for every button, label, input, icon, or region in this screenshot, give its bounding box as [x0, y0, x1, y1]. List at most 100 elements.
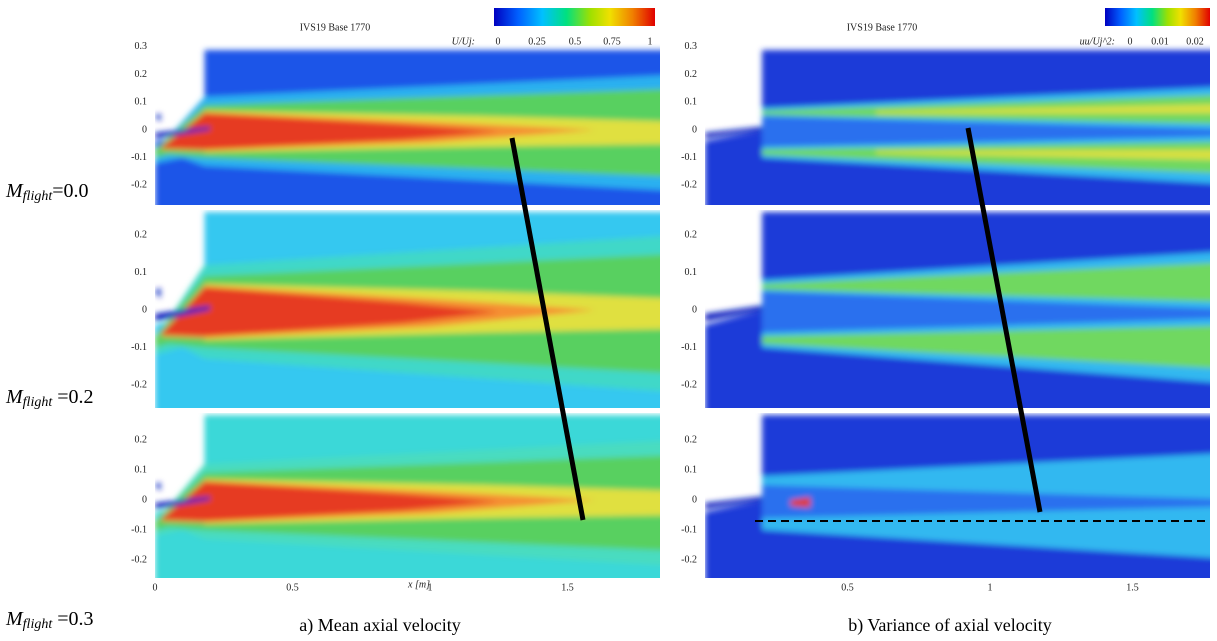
y-tick-label: 0.1 — [685, 267, 698, 278]
y-tick-label: -0.2 — [681, 180, 697, 191]
contour-region — [155, 482, 161, 491]
contour-panel — [155, 212, 660, 408]
y-tick-label: -0.1 — [681, 524, 697, 535]
y-tick-label: 0 — [142, 124, 147, 135]
colorbar-tick: 0 — [1128, 36, 1133, 47]
colorbar-tick: 1 — [648, 36, 653, 47]
y-tick-label: -0.2 — [681, 554, 697, 565]
y-tick-label: 0.3 — [135, 41, 148, 52]
colorbar-tick: 0.75 — [603, 36, 621, 47]
contour-region — [762, 453, 1210, 499]
x-tick-label: 1 — [988, 582, 993, 593]
y-tick-label: 0.3 — [685, 41, 698, 52]
field — [155, 415, 660, 578]
y-tick-label: 0 — [692, 124, 697, 135]
row-label-subscript: flight — [23, 189, 54, 204]
y-tick-label: 0.2 — [135, 69, 148, 80]
x-tick-label: 0.5 — [286, 582, 299, 593]
y-tick-label: 0 — [142, 494, 147, 505]
y-tick-label: 0.1 — [135, 97, 148, 108]
x-tick-label: 1 — [428, 582, 433, 593]
contour-region — [705, 305, 762, 322]
contour-region — [705, 500, 762, 578]
row-label: Mflight=0.0 — [5, 180, 89, 205]
contour-panel — [705, 212, 1210, 408]
row-label-value: =0.3 — [52, 608, 93, 630]
contour-panel — [705, 415, 1210, 578]
y-tick-label: 0 — [692, 304, 697, 315]
contour-region — [762, 506, 1210, 558]
contour-region — [762, 325, 1210, 369]
y-tick-label: 0.1 — [135, 464, 148, 475]
contour-region — [160, 482, 499, 521]
panels — [155, 50, 1210, 578]
colorbar-tick: 0.25 — [528, 36, 546, 47]
x-tick-label: 0.5 — [841, 582, 854, 593]
contour-region — [160, 113, 499, 150]
x-tick-label: 1.5 — [561, 582, 574, 593]
y-tick-label: -0.2 — [131, 554, 147, 565]
colorbar-label: uu/Uj^2: — [1080, 36, 1115, 47]
trend-line — [509, 137, 586, 521]
contour-panel — [155, 415, 660, 578]
row-label-subscript: flight — [23, 395, 54, 410]
contour-region — [155, 287, 161, 299]
panel-title: IVS19 Base 1770 — [300, 22, 371, 33]
field — [705, 415, 1210, 578]
y-tick-label: 0.2 — [685, 69, 698, 80]
contour-region — [876, 149, 1210, 160]
caption: b) Variance of axial velocity — [848, 615, 1052, 636]
x-tick-label: 0 — [153, 582, 158, 593]
field — [705, 212, 1210, 408]
contour-region — [762, 262, 1210, 302]
colorbar-tick: 0.5 — [569, 36, 582, 47]
contour-region — [762, 141, 1210, 173]
y-tick-label: -0.1 — [131, 342, 147, 353]
y-tick-label: 0.1 — [685, 97, 698, 108]
x-axis-label: x [m] — [407, 579, 430, 590]
contour-region — [160, 287, 499, 337]
contour-panel — [705, 50, 1210, 205]
row-label-subscript: flight — [23, 617, 54, 632]
contour-region — [705, 310, 762, 408]
y-tick-label: -0.2 — [681, 379, 697, 390]
contour-region — [155, 496, 210, 509]
colorbar-label: U/Uj: — [452, 36, 475, 47]
y-tick-label: 0.2 — [135, 229, 148, 240]
y-tick-label: 0.2 — [685, 229, 698, 240]
y-tick-label: -0.2 — [131, 180, 147, 191]
field — [705, 50, 1210, 205]
row-label-value: =0.0 — [52, 180, 88, 202]
y-tick-label: 0.1 — [135, 267, 148, 278]
colorbar-tick: 0.01 — [1151, 36, 1169, 47]
y-tick-label: 0.2 — [685, 434, 698, 445]
contour-region — [155, 113, 161, 122]
caption: a) Mean axial velocity — [299, 615, 460, 636]
y-tick-label: 0 — [142, 304, 147, 315]
y-tick-label: 0 — [692, 494, 697, 505]
y-tick-label: -0.1 — [131, 152, 147, 163]
y-tick-label: -0.1 — [681, 342, 697, 353]
row-label-value: =0.2 — [52, 386, 93, 408]
row-label-symbol: M — [5, 608, 24, 630]
row-label-symbol: M — [5, 180, 24, 202]
contour-region — [705, 496, 762, 509]
x-tick-label: 1.5 — [1126, 582, 1139, 593]
row-label-symbol: M — [5, 386, 24, 408]
contour-region — [790, 497, 811, 508]
contour-region — [155, 126, 210, 139]
y-tick-label: 0.1 — [685, 464, 698, 475]
contour-region — [876, 104, 1210, 114]
y-tick-label: -0.1 — [131, 524, 147, 535]
contour-panel — [155, 50, 660, 205]
y-tick-label: 0.2 — [135, 434, 148, 445]
y-tick-label: -0.1 — [681, 152, 697, 163]
colorbar-tick: 0 — [496, 36, 501, 47]
row-label: Mflight =0.3 — [5, 608, 94, 633]
trend-line — [965, 127, 1043, 513]
contour-region — [155, 305, 210, 322]
colorbar-tick: 0.02 — [1186, 36, 1204, 47]
row-label: Mflight =0.2 — [5, 386, 94, 411]
field — [155, 212, 660, 408]
